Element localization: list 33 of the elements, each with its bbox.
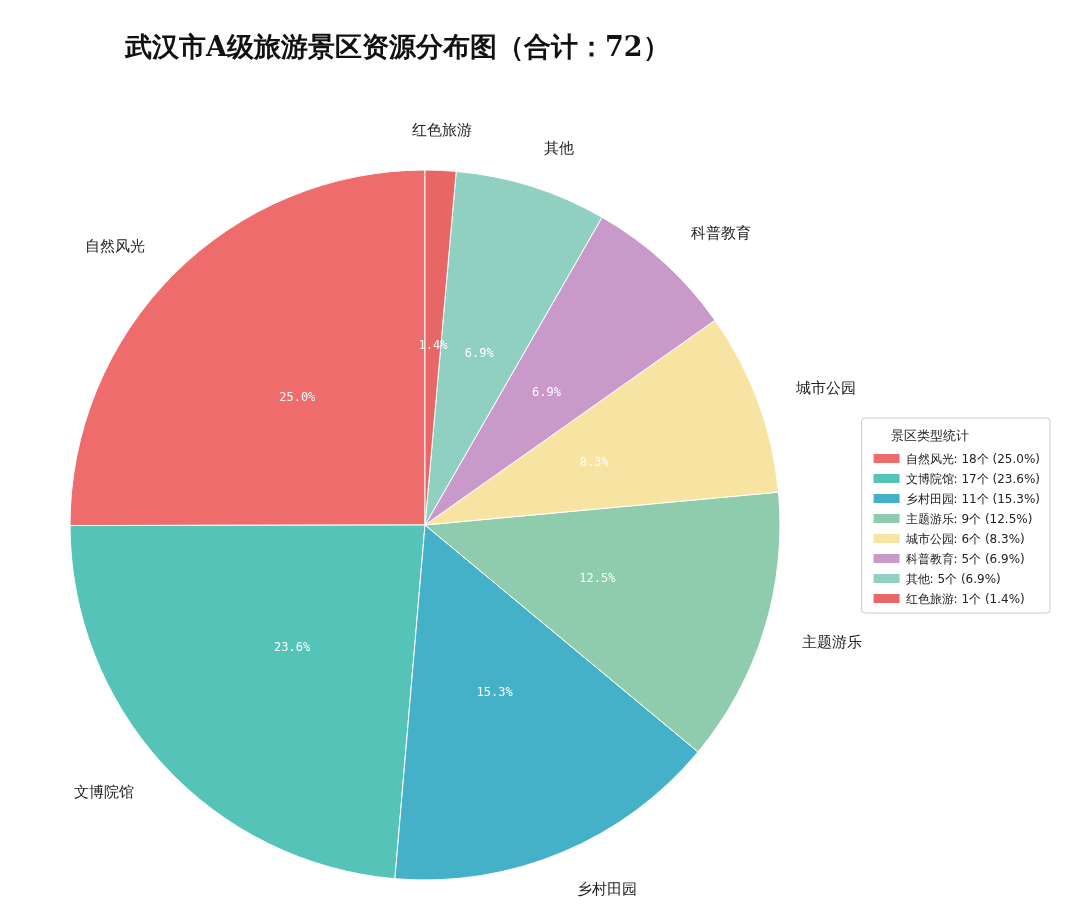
legend-label: 乡村田园: [905, 491, 954, 506]
text: : 17个 (23.6%): [953, 471, 1041, 486]
data-label: 8.3%: [579, 455, 610, 470]
slice-label: 城市公园: [794, 379, 856, 398]
slice-label: 科普教育: [691, 224, 752, 243]
slice-label: 主题游乐: [802, 632, 863, 651]
slice-label: 其他: [543, 139, 574, 158]
text: : 18个 (25.0%): [953, 451, 1041, 466]
legend-label: 科普教育: [905, 551, 954, 566]
legend-label: 自然风光: [905, 451, 954, 466]
legend-label: 主题游乐: [905, 511, 954, 526]
data-label: 6.9%: [464, 345, 495, 360]
legend-title: 景区类型统计: [891, 428, 969, 443]
chart-title: 武汉市A级旅游景区资源分布图（合计：72）: [124, 31, 670, 62]
legend-label: 文博院馆: [905, 471, 954, 486]
slice-label: 乡村田园: [577, 880, 638, 899]
data-label: 15.3%: [476, 684, 514, 699]
data-label: 23.6%: [274, 640, 311, 655]
legend-label: 其他: [905, 571, 930, 586]
legend-label: 城市公园: [904, 531, 954, 546]
slice-label: 文博院馆: [74, 783, 135, 802]
text: : 5个 (6.9%): [953, 551, 1025, 566]
text: : 6个 (8.3%): [953, 531, 1025, 546]
text: : 9个 (12.5%): [953, 511, 1033, 526]
data-label: 6.9%: [532, 384, 562, 399]
text: : 1个 (1.4%): [953, 591, 1025, 606]
text: : 5个 (6.9%): [929, 571, 1001, 586]
data-label: 12.5%: [579, 571, 617, 586]
text: : 11个 (15.3%): [953, 491, 1041, 506]
legend-label: 红色旅游: [905, 591, 954, 606]
data-label: 25.0%: [279, 390, 317, 405]
slice-label: 自然风光: [85, 236, 146, 255]
slice-label: 红色旅游: [412, 121, 473, 140]
